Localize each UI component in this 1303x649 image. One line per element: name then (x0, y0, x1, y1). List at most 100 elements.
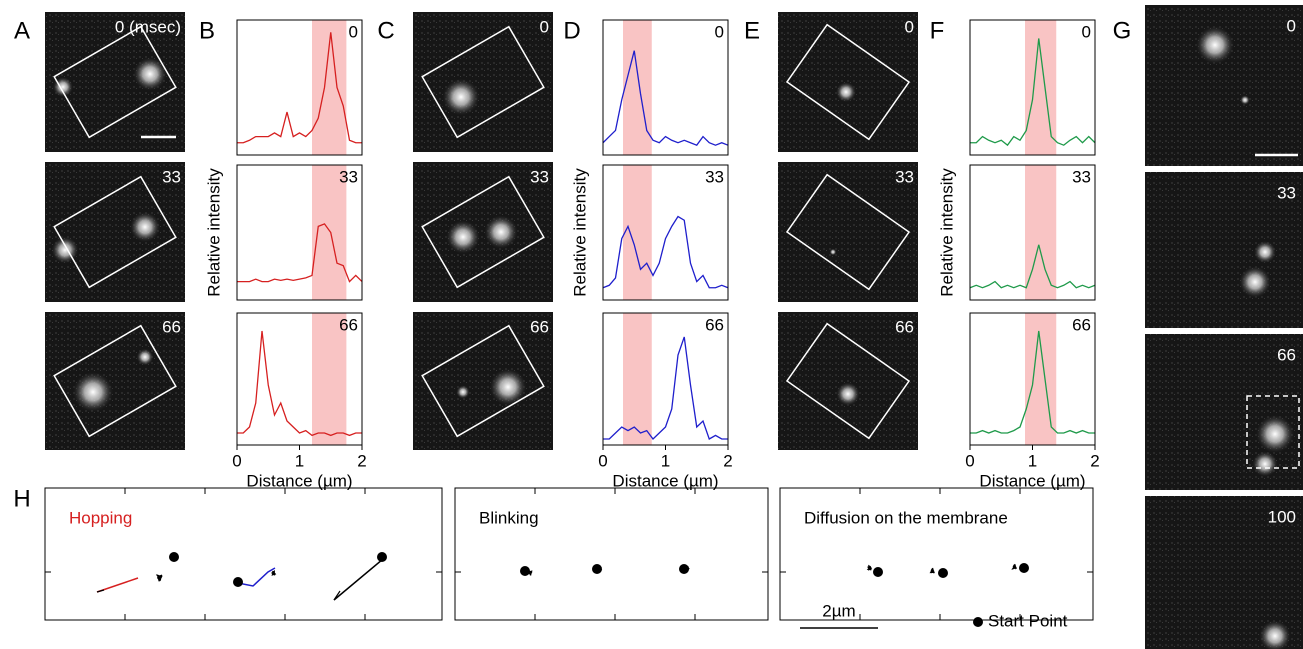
trajectory-title: Diffusion on the membrane (804, 508, 1008, 527)
time-label: 66 (705, 315, 724, 334)
profile-line (602, 215, 729, 289)
plot-frame (969, 19, 1096, 156)
trajectory (271, 569, 277, 576)
trajectory (333, 590, 341, 601)
fluorescent-spot (835, 381, 861, 407)
profile-line (970, 38, 1096, 147)
fluorescent-spot (128, 210, 162, 244)
scale-bar-label: 2µm (822, 601, 855, 620)
fluorescent-spot (136, 348, 154, 366)
x-tick-label: 1 (1028, 451, 1037, 470)
fluorescent-spot (1194, 24, 1236, 66)
profile-line (237, 223, 363, 283)
trajectory-box (44, 487, 443, 621)
time-label: 33 (530, 167, 549, 186)
fluorescent-spot (441, 77, 481, 117)
y-axis-label: Relative intensity (204, 168, 223, 297)
time-label: 0 (349, 22, 358, 41)
roi-box (785, 23, 911, 141)
panel-label: A (14, 17, 30, 44)
trajectory-title: Blinking (479, 508, 539, 527)
time-label: 33 (705, 167, 724, 186)
roi-box (421, 25, 545, 139)
start-point (679, 564, 689, 574)
y-axis-label: Relative intensity (937, 168, 956, 297)
time-label: 66 (339, 315, 358, 334)
profile-line (969, 244, 1096, 289)
x-tick-label: 2 (1090, 451, 1099, 470)
micrograph (413, 12, 553, 152)
start-point (520, 566, 530, 576)
panel-label: B (199, 17, 215, 44)
start-point (1019, 563, 1029, 573)
panel-label: G (1113, 17, 1132, 44)
x-axis-label: Distance (µm) (612, 471, 718, 490)
fluorescent-spot (1251, 450, 1279, 478)
fluorescent-spot (455, 384, 471, 400)
x-tick-label: 1 (661, 451, 670, 470)
plot-frame (236, 164, 363, 301)
panel-label: F (930, 17, 945, 44)
time-label: 0 (msec) (115, 17, 181, 36)
trajectory (237, 567, 276, 587)
panel-label: C (377, 17, 394, 44)
x-tick-label: 0 (965, 451, 974, 470)
roi-box (421, 324, 545, 438)
profile-line (970, 330, 1095, 434)
fluorescent-spot (488, 367, 528, 407)
micrograph (45, 162, 185, 302)
start-point (873, 567, 883, 577)
time-label: 100 (1268, 507, 1296, 526)
x-tick-label: 2 (357, 451, 366, 470)
x-tick-label: 1 (295, 451, 304, 470)
x-axis-label: Distance (µm) (246, 471, 352, 490)
trajectory (96, 589, 105, 593)
time-label: 33 (1277, 183, 1296, 202)
time-label: 66 (1277, 345, 1296, 364)
profile-line (602, 50, 729, 146)
time-label: 0 (905, 17, 914, 36)
fluorescent-spot (483, 214, 519, 250)
roi-box (785, 173, 911, 291)
micrograph (45, 312, 185, 450)
time-label: 0 (540, 17, 549, 36)
time-label: 0 (1287, 16, 1296, 35)
plot-frame (969, 164, 1096, 301)
time-label: 33 (895, 167, 914, 186)
fluorescent-spot (1239, 94, 1251, 106)
fluorescent-spot (1253, 240, 1277, 264)
start-point (169, 552, 179, 562)
highlight-band (312, 20, 347, 155)
fluorescent-spot (1238, 265, 1272, 299)
trajectory-title: Hopping (69, 508, 132, 527)
start-point (938, 568, 948, 578)
highlight-band (623, 313, 652, 445)
x-tick-label: 0 (232, 451, 241, 470)
trajectory-box (779, 487, 1094, 621)
time-label: 33 (1072, 167, 1091, 186)
x-tick-label: 2 (723, 451, 732, 470)
fluorescent-spot (829, 248, 837, 256)
panel-label: E (744, 17, 760, 44)
roi-box (53, 324, 177, 438)
x-tick-label: 0 (598, 451, 607, 470)
time-label: 66 (895, 317, 914, 336)
panel-label: H (13, 485, 30, 512)
trajectory (929, 567, 936, 574)
fluorescent-spot (132, 56, 168, 92)
micrograph (413, 312, 553, 450)
plot-frame (236, 19, 363, 156)
legend-label: Start Point (988, 611, 1068, 630)
fluorescent-spot (835, 81, 857, 103)
micrograph (778, 312, 918, 450)
panel-label: D (563, 17, 580, 44)
time-label: 33 (162, 167, 181, 186)
plot-frame (602, 164, 729, 301)
y-axis-label: Relative intensity (570, 168, 589, 297)
time-label: 0 (715, 22, 724, 41)
start-point (377, 552, 387, 562)
time-label: 66 (162, 317, 181, 336)
x-axis-label: Distance (µm) (979, 471, 1085, 490)
fluorescent-spot (50, 235, 80, 265)
trajectory (866, 564, 873, 571)
